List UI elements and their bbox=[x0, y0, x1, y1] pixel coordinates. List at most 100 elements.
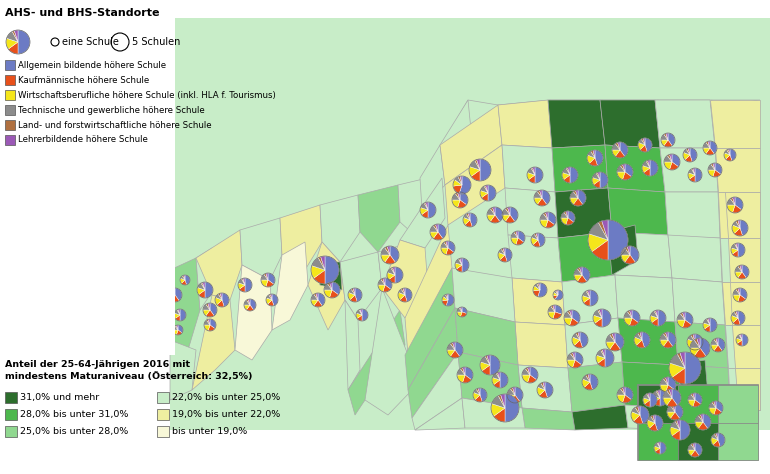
Wedge shape bbox=[453, 342, 455, 350]
Polygon shape bbox=[365, 288, 412, 415]
Wedge shape bbox=[735, 220, 740, 228]
Wedge shape bbox=[562, 173, 570, 180]
Wedge shape bbox=[175, 325, 178, 330]
Wedge shape bbox=[580, 267, 582, 275]
Wedge shape bbox=[180, 276, 185, 280]
Polygon shape bbox=[655, 100, 715, 148]
Wedge shape bbox=[740, 265, 742, 272]
Wedge shape bbox=[713, 163, 715, 170]
Polygon shape bbox=[272, 242, 308, 330]
Polygon shape bbox=[408, 308, 458, 418]
Wedge shape bbox=[500, 394, 505, 408]
Wedge shape bbox=[578, 275, 587, 283]
Wedge shape bbox=[630, 246, 639, 262]
Wedge shape bbox=[15, 30, 18, 42]
Wedge shape bbox=[269, 294, 272, 300]
Polygon shape bbox=[660, 148, 718, 192]
Wedge shape bbox=[570, 318, 578, 326]
Wedge shape bbox=[174, 310, 180, 315]
Wedge shape bbox=[330, 290, 339, 298]
Wedge shape bbox=[668, 332, 676, 346]
Wedge shape bbox=[688, 444, 695, 450]
Wedge shape bbox=[731, 248, 738, 254]
Wedge shape bbox=[660, 379, 668, 385]
Wedge shape bbox=[318, 257, 325, 270]
Wedge shape bbox=[727, 205, 735, 213]
Wedge shape bbox=[730, 149, 736, 161]
Bar bbox=[678, 423, 718, 460]
Wedge shape bbox=[703, 319, 710, 325]
Wedge shape bbox=[625, 387, 633, 400]
Wedge shape bbox=[490, 208, 495, 215]
Polygon shape bbox=[405, 268, 455, 390]
Wedge shape bbox=[714, 345, 722, 352]
Bar bbox=[678, 385, 718, 423]
Wedge shape bbox=[542, 190, 550, 204]
Wedge shape bbox=[667, 390, 672, 398]
Polygon shape bbox=[455, 308, 518, 365]
Wedge shape bbox=[448, 241, 455, 252]
Wedge shape bbox=[205, 282, 213, 298]
Wedge shape bbox=[675, 420, 680, 430]
Bar bbox=[5, 409, 17, 420]
Wedge shape bbox=[507, 395, 515, 401]
Wedge shape bbox=[498, 395, 505, 408]
Wedge shape bbox=[710, 141, 717, 154]
Wedge shape bbox=[460, 307, 462, 312]
Wedge shape bbox=[688, 169, 695, 175]
Wedge shape bbox=[385, 246, 390, 255]
Wedge shape bbox=[357, 315, 362, 321]
Wedge shape bbox=[638, 406, 640, 415]
Wedge shape bbox=[543, 382, 545, 390]
Polygon shape bbox=[735, 368, 760, 410]
Wedge shape bbox=[672, 154, 680, 167]
Wedge shape bbox=[391, 267, 395, 275]
Wedge shape bbox=[602, 220, 608, 240]
Wedge shape bbox=[460, 192, 468, 205]
Wedge shape bbox=[528, 175, 535, 183]
Polygon shape bbox=[720, 238, 760, 282]
Wedge shape bbox=[703, 148, 710, 154]
Wedge shape bbox=[725, 155, 731, 161]
Wedge shape bbox=[514, 231, 518, 238]
Polygon shape bbox=[196, 230, 242, 300]
Wedge shape bbox=[518, 231, 525, 242]
Wedge shape bbox=[668, 133, 675, 146]
Wedge shape bbox=[590, 374, 598, 390]
Wedge shape bbox=[566, 218, 574, 225]
Wedge shape bbox=[496, 373, 500, 380]
Wedge shape bbox=[246, 299, 250, 305]
Wedge shape bbox=[649, 423, 658, 431]
Wedge shape bbox=[574, 340, 582, 348]
Wedge shape bbox=[533, 290, 540, 297]
Wedge shape bbox=[667, 406, 675, 412]
Wedge shape bbox=[564, 211, 568, 218]
Wedge shape bbox=[171, 295, 179, 302]
Wedge shape bbox=[697, 338, 700, 348]
Wedge shape bbox=[622, 387, 625, 395]
Wedge shape bbox=[693, 400, 701, 407]
Polygon shape bbox=[728, 368, 760, 410]
Wedge shape bbox=[733, 295, 740, 301]
Wedge shape bbox=[389, 275, 395, 283]
Wedge shape bbox=[460, 312, 467, 317]
Wedge shape bbox=[661, 134, 668, 140]
Wedge shape bbox=[686, 148, 690, 155]
Wedge shape bbox=[505, 394, 519, 422]
Wedge shape bbox=[390, 246, 399, 262]
Polygon shape bbox=[505, 188, 558, 238]
Wedge shape bbox=[378, 279, 385, 285]
Wedge shape bbox=[582, 291, 590, 298]
Wedge shape bbox=[248, 299, 250, 305]
Wedge shape bbox=[736, 243, 738, 250]
Wedge shape bbox=[617, 165, 625, 172]
Wedge shape bbox=[700, 338, 710, 356]
Wedge shape bbox=[586, 291, 590, 298]
Wedge shape bbox=[268, 273, 275, 284]
Wedge shape bbox=[507, 389, 515, 395]
Wedge shape bbox=[736, 288, 740, 295]
Wedge shape bbox=[739, 334, 742, 340]
Wedge shape bbox=[683, 153, 690, 160]
Wedge shape bbox=[421, 210, 428, 218]
Wedge shape bbox=[18, 30, 30, 54]
